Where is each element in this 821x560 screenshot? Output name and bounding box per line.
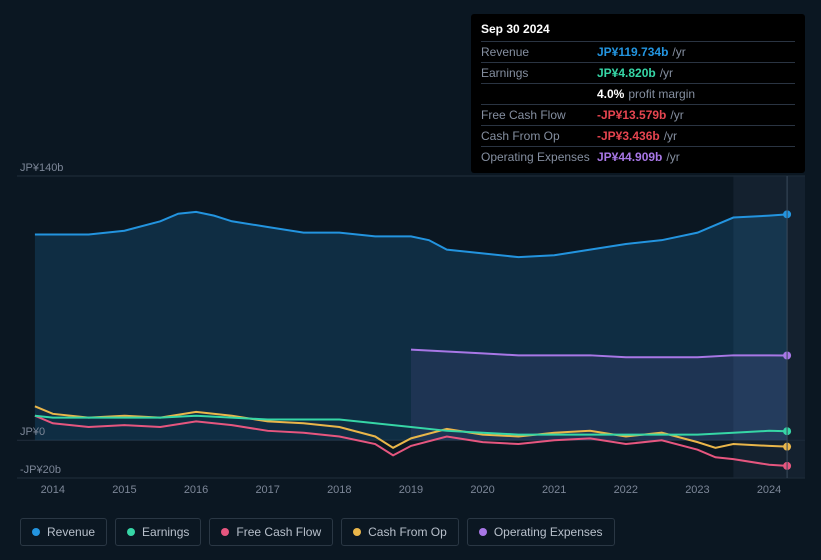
legend-item-earnings[interactable]: Earnings [115, 518, 201, 546]
legend-dot-icon [127, 528, 135, 536]
x-axis: 2014 2015 2016 2017 2018 2019 2020 2021 2022 2023… [17, 484, 805, 496]
chart-tooltip: Sep 30 2024 RevenueJP¥119.734b/yrEarning… [471, 14, 805, 173]
x-tick: 2015 [112, 484, 136, 496]
y-axis-label: JP¥0 [20, 426, 45, 438]
x-tick: 2018 [327, 484, 351, 496]
tooltip-value: JP¥44.909b [597, 150, 662, 164]
tooltip-label: Cash From Op [481, 129, 597, 143]
tooltip-row: RevenueJP¥119.734b/yr [481, 41, 795, 62]
tooltip-suffix: /yr [666, 150, 679, 164]
legend-label: Operating Expenses [494, 525, 603, 539]
legend-item-revenue[interactable]: Revenue [20, 518, 107, 546]
tooltip-row: Operating ExpensesJP¥44.909b/yr [481, 146, 795, 167]
legend-dot-icon [479, 528, 487, 536]
x-tick: 2020 [470, 484, 494, 496]
tooltip-row: Free Cash Flow-JP¥13.579b/yr [481, 104, 795, 125]
x-tick: 2019 [399, 484, 423, 496]
legend-label: Free Cash Flow [236, 525, 321, 539]
tooltip-row: Cash From Op-JP¥3.436b/yr [481, 125, 795, 146]
tooltip-date: Sep 30 2024 [481, 22, 795, 41]
tooltip-value: -JP¥13.579b [597, 108, 666, 122]
legend-label: Revenue [47, 525, 95, 539]
y-axis-label: JP¥140b [20, 162, 63, 174]
tooltip-label [481, 87, 597, 101]
tooltip-value: JP¥4.820b [597, 66, 656, 80]
legend: Revenue Earnings Free Cash Flow Cash From O… [20, 518, 615, 546]
x-tick: 2017 [255, 484, 279, 496]
tooltip-label: Revenue [481, 45, 597, 59]
tooltip-suffix: /yr [660, 66, 673, 80]
legend-dot-icon [32, 528, 40, 536]
tooltip-suffix: /yr [664, 129, 677, 143]
x-tick: 2014 [41, 484, 65, 496]
x-tick: 2023 [685, 484, 709, 496]
legend-label: Cash From Op [368, 525, 447, 539]
tooltip-label: Earnings [481, 66, 597, 80]
legend-item-free-cash-flow[interactable]: Free Cash Flow [209, 518, 333, 546]
tooltip-row: 4.0% profit margin [481, 83, 795, 104]
y-axis-label: -JP¥20b [20, 464, 61, 476]
tooltip-suffix: /yr [672, 45, 685, 59]
tooltip-suffix: /yr [670, 108, 683, 122]
tooltip-row: EarningsJP¥4.820b/yr [481, 62, 795, 83]
x-tick: 2021 [542, 484, 566, 496]
tooltip-value: JP¥119.734b [597, 45, 668, 59]
legend-dot-icon [221, 528, 229, 536]
legend-label: Earnings [142, 525, 189, 539]
tooltip-suffix: profit margin [628, 87, 695, 101]
tooltip-value: 4.0% [597, 87, 624, 101]
x-tick: 2016 [184, 484, 208, 496]
tooltip-label: Operating Expenses [481, 150, 597, 164]
x-tick: 2024 [757, 484, 781, 496]
x-tick: 2022 [614, 484, 638, 496]
tooltip-value: -JP¥3.436b [597, 129, 660, 143]
legend-item-cash-from-op[interactable]: Cash From Op [341, 518, 459, 546]
legend-item-operating-expenses[interactable]: Operating Expenses [467, 518, 615, 546]
tooltip-label: Free Cash Flow [481, 108, 597, 122]
legend-dot-icon [353, 528, 361, 536]
